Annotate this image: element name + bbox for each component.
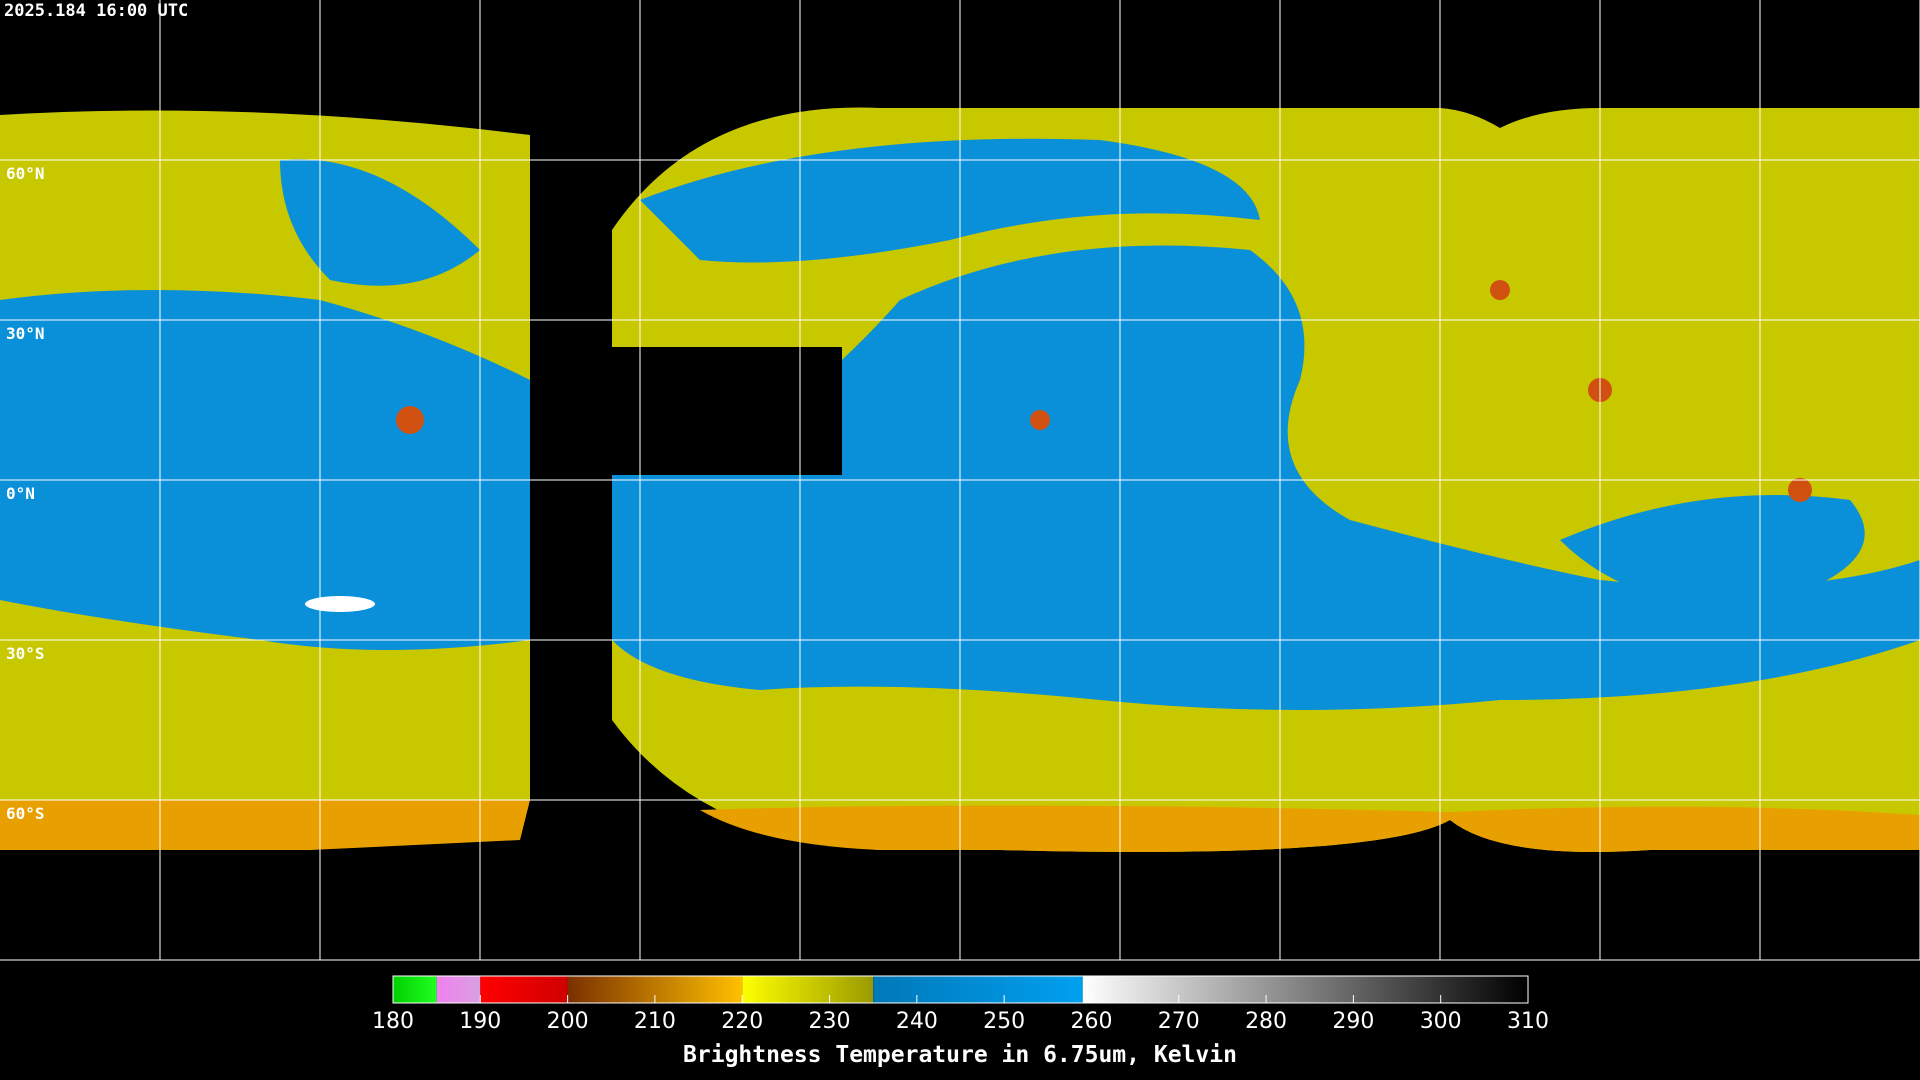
colorbar-tick-label: 230 [809, 1009, 851, 1034]
lat-label: 60°S [6, 804, 45, 823]
colorbar-tick-label: 310 [1507, 1009, 1549, 1034]
colorbar-segment [480, 976, 568, 1003]
colorbar-tick-label: 190 [459, 1009, 501, 1034]
colorbar-tick-label: 280 [1245, 1009, 1287, 1034]
colorbar-tick-label: 270 [1158, 1009, 1200, 1034]
colorbar-tick-label: 290 [1332, 1009, 1374, 1034]
colorbar-tick-label: 220 [721, 1009, 763, 1034]
dry-zone-pacific [0, 290, 530, 650]
timestamp: 2025.184 16:00 UTC [4, 1, 188, 21]
storm [1490, 280, 1510, 300]
colorbar: 180 190 200 210 220 230 240 250 260 270 280 290 300 3… [372, 975, 1549, 1034]
colorbar-tick-label: 240 [896, 1009, 938, 1034]
lat-label: 30°S [6, 644, 45, 663]
missing-data-block [612, 347, 842, 475]
storm [1030, 410, 1050, 430]
dry-zone-north [640, 138, 1260, 263]
dry-zone-australia [1560, 495, 1865, 604]
colorbar-tick-label: 250 [983, 1009, 1025, 1034]
graticule [0, 0, 1920, 961]
lat-labels: 60°N 30°N 0°N 30°S 60°S [6, 164, 45, 823]
imagery [0, 107, 1920, 852]
convection [396, 280, 1812, 502]
cold-band-east [700, 805, 1920, 852]
colorbar-tick-label: 260 [1070, 1009, 1112, 1034]
cold-band-west [0, 800, 530, 850]
colorbar-frame [392, 975, 1529, 1004]
colorbar-tick-label: 210 [634, 1009, 676, 1034]
colorbar-segment [393, 976, 437, 1003]
colorbar-segment [1082, 976, 1528, 1003]
colorbar-label: Brightness Temperature in 6.75um, Kelvin [683, 1042, 1237, 1068]
colorbar-segment [742, 976, 874, 1003]
colorbar-segment [436, 976, 481, 1003]
storm [396, 406, 424, 434]
colorbar-tick-label: 200 [547, 1009, 589, 1034]
storm [1788, 478, 1812, 502]
lat-label: 30°N [6, 324, 45, 343]
warm-spot [305, 596, 375, 612]
colorbar-tick-label: 180 [372, 1009, 414, 1034]
dry-zone-atlantic-indian [612, 245, 1920, 711]
lat-label: 0°N [6, 484, 35, 503]
colorbar-tick-label: 300 [1420, 1009, 1462, 1034]
dry-zone-na [280, 159, 480, 286]
lat-label: 60°N [6, 164, 45, 183]
colorbar-segment [873, 976, 1083, 1003]
